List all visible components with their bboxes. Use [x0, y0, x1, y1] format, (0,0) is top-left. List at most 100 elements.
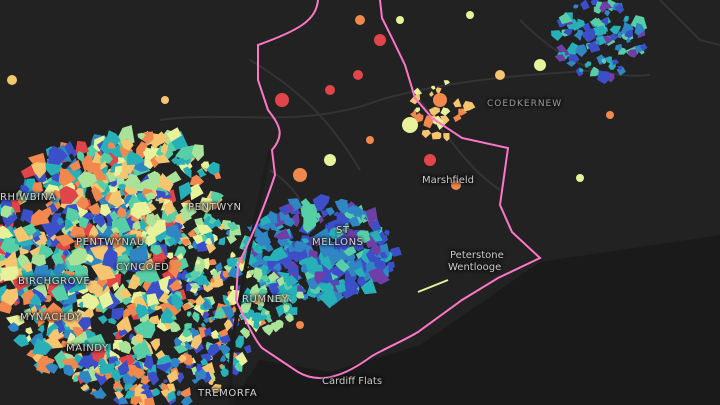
area-patch: [440, 115, 450, 126]
area-patch: [176, 252, 184, 260]
area-patch: [182, 166, 192, 179]
area-patch: [272, 263, 281, 272]
area-patch: [42, 206, 52, 221]
area-patch: [143, 355, 154, 371]
area-patch: [126, 382, 134, 390]
area-patch: [293, 168, 307, 182]
area-patch: [604, 10, 610, 17]
area-patch: [602, 35, 613, 46]
area-patch: [77, 151, 85, 163]
area-patch: [166, 127, 182, 142]
area-patch: [151, 387, 160, 397]
area-patch: [178, 181, 192, 201]
area-patch: [296, 291, 305, 299]
area-patch: [0, 253, 6, 262]
area-patch: [72, 149, 77, 158]
area-patch: [52, 263, 65, 276]
area-patch: [1, 266, 19, 281]
river: [228, 149, 272, 405]
area-patch: [171, 315, 177, 320]
area-patch: [556, 44, 568, 52]
area-patch: [181, 238, 190, 246]
area-patch: [171, 291, 184, 312]
area-patch: [33, 235, 41, 243]
area-patch: [189, 174, 204, 187]
label-peterstone: Peterstone: [450, 250, 504, 261]
area-patch: [180, 209, 192, 222]
area-patch: [84, 234, 99, 245]
area-patch: [303, 218, 313, 227]
boundary-line: [234, 0, 542, 380]
area-patch: [495, 70, 505, 80]
area-patch: [301, 238, 310, 244]
area-patch: [129, 246, 149, 268]
area-patch: [114, 391, 124, 400]
area-patch: [20, 215, 25, 223]
area-patch: [168, 259, 183, 279]
area-patch: [13, 226, 31, 243]
area-patch: [91, 185, 104, 202]
area-patch: [107, 190, 123, 208]
area-patch: [374, 34, 386, 46]
area-patch: [5, 315, 25, 328]
area-patch: [200, 322, 207, 328]
area-patch: [197, 274, 209, 286]
label-wentlooge: Wentlooge: [448, 262, 502, 273]
area-patch: [32, 182, 44, 194]
area-patch: [260, 215, 272, 227]
area-patch: [144, 192, 157, 202]
area-patch: [283, 215, 296, 227]
area-patch: [144, 397, 156, 405]
area-patch: [215, 261, 223, 273]
area-patch: [195, 259, 201, 265]
label-mellons: MELLONS: [312, 237, 364, 248]
area-patch: [107, 186, 118, 194]
area-patch: [265, 315, 273, 323]
area-patch: [63, 364, 75, 377]
area-patch: [187, 229, 197, 238]
area-patch: [150, 155, 160, 169]
area-patch: [202, 299, 212, 309]
area-patch: [254, 230, 269, 247]
area-patch: [376, 260, 387, 271]
area-patch: [134, 333, 144, 344]
area-patch: [73, 374, 79, 382]
area-patch: [54, 234, 76, 247]
area-patch: [609, 33, 619, 41]
area-patch: [0, 205, 13, 218]
area-patch: [102, 362, 115, 374]
area-patch: [166, 370, 171, 375]
area-patch: [383, 229, 390, 236]
area-patch: [366, 136, 374, 144]
area-patch: [373, 272, 390, 285]
area-patch: [51, 281, 69, 302]
area-patch: [56, 217, 65, 226]
area-patch: [267, 246, 288, 262]
area-patch: [345, 232, 359, 246]
area-patch: [264, 310, 270, 315]
area-patch: [566, 18, 580, 32]
area-patch: [219, 334, 231, 344]
area-patch: [113, 381, 124, 390]
area-patch: [59, 185, 79, 204]
area-patch: [112, 281, 120, 292]
area-patch: [440, 107, 451, 116]
area-patch: [180, 395, 193, 405]
area-patch: [334, 200, 343, 208]
area-patch: [171, 130, 189, 151]
area-patch: [565, 42, 581, 57]
area-patch: [131, 353, 138, 360]
area-patch: [270, 281, 281, 294]
area-patch: [189, 282, 201, 290]
area-patch: [57, 324, 66, 334]
area-patch: [181, 303, 192, 311]
area-patch: [269, 295, 279, 303]
area-patch: [31, 162, 46, 179]
area-patch: [370, 228, 383, 242]
area-patch: [158, 197, 166, 204]
area-patch: [563, 29, 573, 36]
area-patch: [214, 307, 226, 319]
area-patch: [32, 337, 53, 356]
area-patch: [45, 269, 67, 285]
